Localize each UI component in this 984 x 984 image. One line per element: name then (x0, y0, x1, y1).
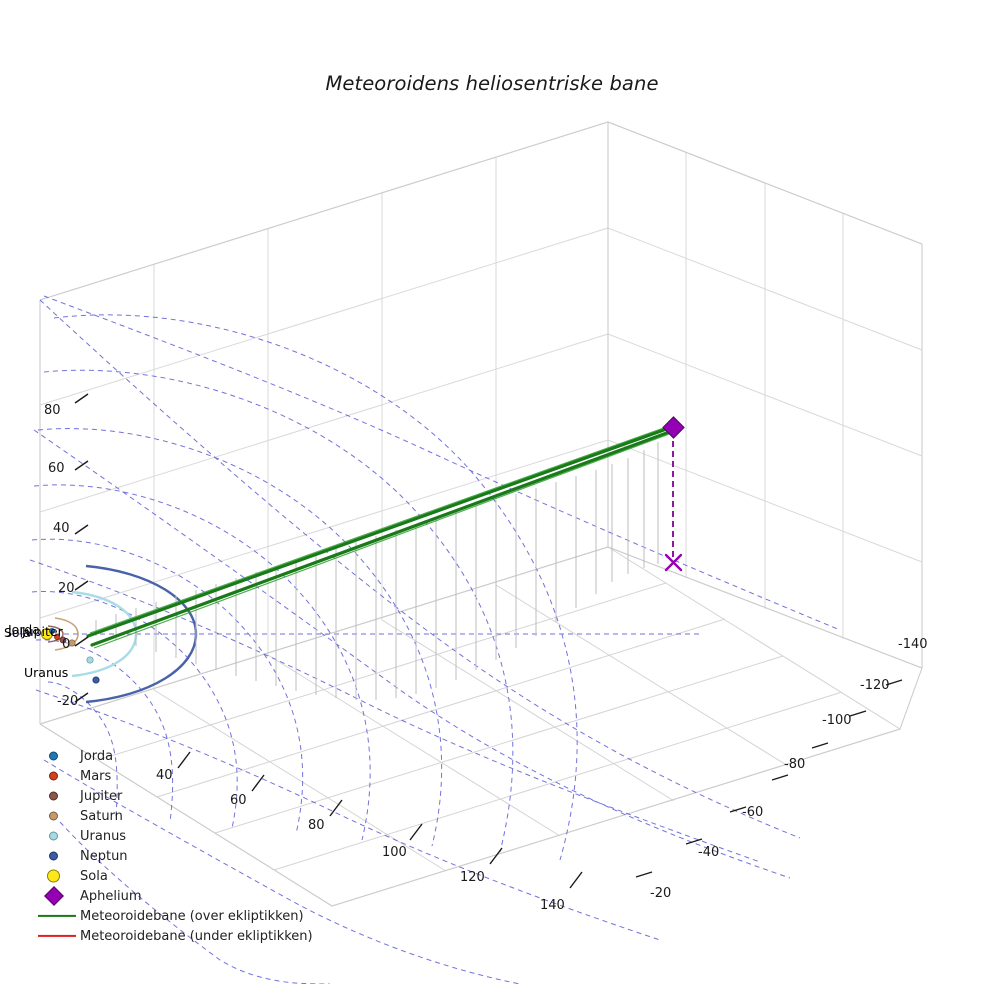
legend-item-neptun[interactable]: Neptun (34, 846, 334, 866)
legend-label: Meteoroidebane (under ekliptikken) (80, 928, 313, 944)
z-tick-label: 40 (53, 521, 70, 536)
y-tick-label: -20 (650, 886, 672, 901)
x-tick-label: 40 (156, 768, 173, 783)
planet-markers (49, 628, 100, 684)
polar-grid-ecliptic (10, 295, 841, 984)
uranus-label: Uranus (24, 665, 69, 680)
orbit-inner-planets (47, 617, 79, 651)
z-tick-label: 0 (62, 637, 71, 652)
legend-label: Saturn (80, 808, 123, 824)
sola-marker-icon (34, 866, 80, 886)
page-title: Meteoroidens heliosentriske bane (325, 72, 659, 95)
meteoroid-orbit-highlight (89, 424, 673, 649)
jupiter-marker-icon (34, 786, 80, 806)
legend-item-jorda[interactable]: Jorda (34, 746, 334, 766)
uranus-marker-icon (34, 826, 80, 846)
y-tick-label: -140 (898, 637, 928, 652)
orbit-over-line-icon (34, 906, 80, 926)
z-tick-label: 60 (48, 461, 65, 476)
aphelium-marker-icon (34, 886, 80, 906)
legend-label: Jupiter (80, 788, 123, 804)
legend-label: Neptun (80, 848, 128, 864)
z-tick-label: 80 (44, 403, 61, 418)
legend-label: Mars (80, 768, 112, 784)
legend-item-sola[interactable]: Sola (34, 866, 334, 886)
y-tick-label: -100 (822, 713, 852, 728)
saturn-marker-icon (34, 806, 80, 826)
jupiter-label: Jupiter (22, 624, 63, 639)
aphelion-projection-x-marker (664, 553, 683, 572)
y-tick-label: -120 (860, 678, 890, 693)
orbit-under-line-icon (34, 926, 80, 946)
legend-item-meteoroid-over[interactable]: Meteoroidebane (over ekliptikken) (34, 906, 334, 926)
axis-ticks (74, 393, 903, 889)
legend-item-meteoroid-under[interactable]: Meteoroidebane (under ekliptikken) (34, 926, 334, 946)
jorda-label: Jorda (8, 622, 40, 637)
legend-label: Sola (80, 868, 108, 884)
jorda-marker-icon (34, 746, 80, 766)
legend-label: Jorda (80, 748, 114, 764)
y-tick-label: -60 (742, 805, 764, 820)
mars-marker-icon (34, 766, 80, 786)
legend-item-saturn[interactable]: Saturn (34, 806, 334, 826)
x-tick-label: 100 (382, 845, 407, 860)
x-tick-label: 80 (308, 818, 325, 833)
sola-label: Sola (4, 625, 31, 640)
orbit-stem-lines (95, 442, 659, 700)
x-tick-label: 140 (540, 898, 565, 913)
y-tick-label: -80 (784, 757, 806, 772)
x-tick-label: 120 (460, 870, 485, 885)
legend-item-mars[interactable]: Mars (34, 766, 334, 786)
legend-item-aphelium[interactable]: Aphelium (34, 886, 334, 906)
legend-label: Aphelium (80, 888, 142, 904)
legend-label: Uranus (80, 828, 127, 844)
x-tick-label: 60 (230, 793, 247, 808)
aphelion-marker (662, 416, 685, 439)
z-tick-label: -20 (57, 694, 79, 709)
y-tick-label: -40 (698, 845, 720, 860)
axes-box-outline (39, 121, 923, 907)
legend-item-uranus[interactable]: Uranus (34, 826, 334, 846)
meteoroid-orbit-over-ecliptic (86, 425, 674, 647)
legend-label: Meteoroidebane (over ekliptikken) (80, 908, 304, 924)
legend-item-jupiter[interactable]: Jupiter (34, 786, 334, 806)
legend: Jorda Mars Jupiter Saturn Uranus (34, 746, 334, 946)
z-tick-label: 20 (58, 581, 75, 596)
neptun-marker-icon (34, 846, 80, 866)
